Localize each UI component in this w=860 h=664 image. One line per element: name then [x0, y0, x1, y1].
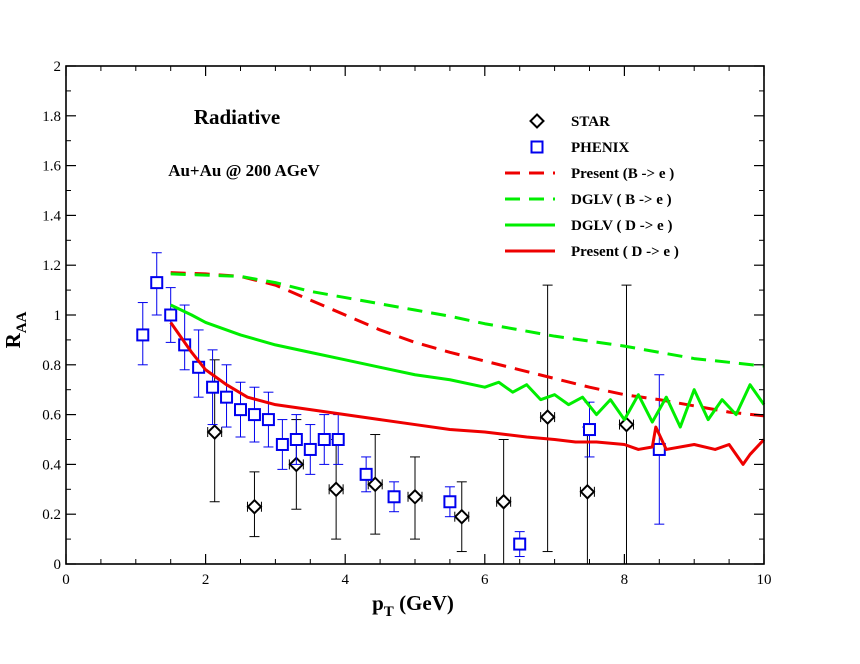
legend-label-present-b-e: Present (B -> e ) [571, 166, 674, 182]
series-line-dglv-d-e [170, 303, 766, 429]
y-axis-label-main: R [1, 332, 25, 348]
legend: STAR PHENIX Present (B -> e ) DGLV ( B -> e… [505, 113, 679, 260]
point-star [328, 481, 345, 498]
y-tick-label: 0.8 [42, 358, 61, 374]
y-tick-label: 1.8 [42, 109, 61, 125]
legend-swatch-star [529, 113, 545, 129]
point-phenix [136, 328, 150, 342]
point-phenix [583, 423, 596, 437]
x-tick-label: 6 [481, 572, 489, 588]
point-phenix [247, 408, 261, 422]
legend-label-phenix: PHENIX [571, 140, 630, 156]
legend-swatch-phenix [530, 140, 544, 154]
point-phenix [331, 433, 345, 446]
x-axis-label-main: p [372, 591, 384, 615]
point-star [579, 483, 596, 500]
point-star [246, 498, 263, 515]
series-line-present-b-e [170, 271, 765, 418]
point-phenix [150, 276, 164, 290]
x-tick-label: 10 [757, 572, 772, 588]
point-star [618, 416, 635, 433]
y-tick-label: 1.6 [42, 159, 61, 175]
y-tick-label: 1.2 [42, 258, 61, 274]
y-tick-label: 0.2 [42, 507, 61, 523]
series-line-present-d-e [169, 321, 766, 466]
point-phenix [289, 433, 303, 446]
point-phenix [317, 433, 331, 446]
y-tick-label: 1 [54, 308, 62, 324]
x-axis-label-suffix: (GeV) [394, 591, 454, 615]
y-axis-label-sub: AA [14, 311, 30, 333]
point-phenix [513, 537, 527, 551]
point-phenix [220, 390, 234, 404]
y-tick-label: 0.4 [42, 457, 61, 473]
x-axis-label: pT (GeV) [372, 591, 454, 620]
x-tick-label: 4 [341, 572, 349, 588]
legend-label-dglv-d-e: DGLV ( D -> e ) [571, 218, 672, 234]
point-phenix [359, 467, 373, 481]
legend-label-star: STAR [571, 114, 610, 130]
y-axis-label: RAA [1, 311, 30, 348]
point-phenix [387, 490, 401, 504]
point-phenix [261, 413, 275, 427]
point-star [407, 488, 423, 505]
y-tick-label: 1.4 [42, 208, 61, 224]
legend-label-dglv-b-e: DGLV ( B -> e ) [571, 192, 672, 208]
point-star [539, 409, 556, 426]
data-marks [136, 252, 766, 565]
point-phenix [275, 437, 289, 451]
point-phenix [206, 380, 220, 394]
y-tick-label: 2 [54, 59, 62, 75]
x-tick-label: 8 [621, 572, 629, 588]
point-star [495, 493, 512, 510]
chart-title: Radiative [194, 105, 280, 129]
y-tick-label: 0.6 [42, 408, 61, 424]
y-tick-label: 0 [54, 557, 62, 573]
point-phenix [303, 442, 317, 456]
x-tick-label: 2 [202, 572, 210, 588]
legend-label-present-d-e: Present ( D -> e ) [571, 244, 679, 260]
x-tick-label: 0 [62, 572, 70, 588]
chart-subtitle: Au+Au @ 200 AGeV [168, 161, 320, 180]
point-phenix [234, 403, 247, 417]
point-phenix [443, 495, 457, 509]
point-phenix [164, 308, 178, 322]
x-axis-label-sub: T [384, 604, 394, 620]
point-star [453, 508, 470, 525]
series-line-dglv-b-e [170, 272, 765, 368]
point-star [206, 424, 223, 440]
axis-ticks: 0 2 4 6 8 10 0 0.2 0.4 0.6 0.8 1 1.2 1.4 1.6 1.8 2 [42, 59, 771, 588]
point-star [367, 476, 384, 493]
